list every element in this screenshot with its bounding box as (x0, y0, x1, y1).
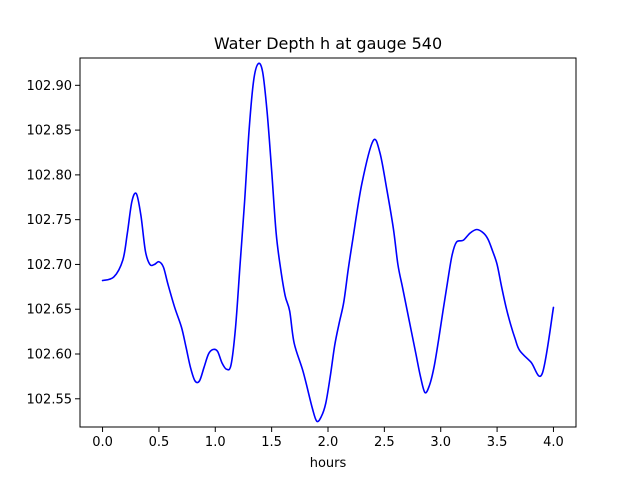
x-tick-label: 3.5 (487, 435, 508, 450)
x-tick-label: 2.5 (374, 435, 395, 450)
y-tick-label: 102.85 (27, 124, 73, 139)
y-tick-label: 102.80 (27, 168, 73, 183)
y-tick-label: 102.75 (27, 213, 73, 228)
x-tick-label: 0.5 (149, 435, 170, 450)
y-tick-label: 102.60 (27, 348, 73, 363)
x-tick-label: 1.5 (261, 435, 282, 450)
y-tick-label: 102.55 (27, 392, 73, 407)
y-tick-label: 102.90 (27, 79, 73, 94)
y-tick-label: 102.70 (27, 258, 73, 273)
x-tick-label: 2.0 (318, 435, 339, 450)
x-axis: 0.0 0.5 1.0 1.5 2.0 2.5 3.0 3.5 4.0 (92, 427, 564, 450)
x-axis-label: hours (310, 456, 347, 471)
x-tick-label: 0.0 (92, 435, 113, 450)
x-tick-label: 3.0 (430, 435, 451, 450)
x-tick-label: 1.0 (205, 435, 226, 450)
chart-title: Water Depth h at gauge 540 (214, 34, 442, 53)
water-depth-line (101, 62, 555, 423)
y-axis: 102.55 102.60 102.65 102.70 102.75 102.80 102.… (27, 79, 80, 407)
x-tick-label: 4.0 (543, 435, 564, 450)
plot-area (101, 62, 555, 423)
y-tick-label: 102.65 (27, 303, 73, 318)
